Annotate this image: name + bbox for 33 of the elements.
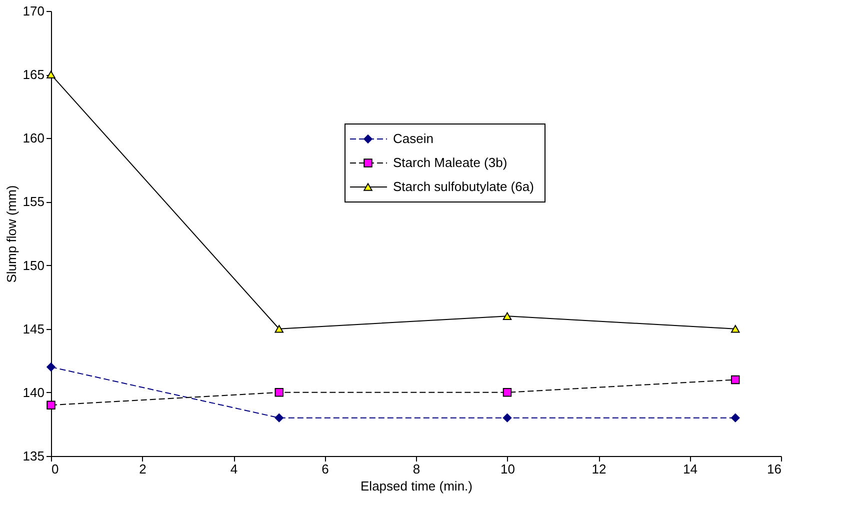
x-axis-title: Elapsed time (min.) xyxy=(360,478,472,494)
x-tick-label: 10 xyxy=(500,462,515,476)
y-tick-label: 165 xyxy=(22,67,44,82)
point xyxy=(731,325,740,333)
y-tick-label: 170 xyxy=(22,4,44,18)
x-tick-label: 8 xyxy=(412,462,420,476)
point xyxy=(274,413,284,422)
y-tick-label: 135 xyxy=(22,448,44,464)
y-tick-label: 155 xyxy=(22,194,44,210)
y-tick-label: 150 xyxy=(22,258,44,273)
x-tick-label: 4 xyxy=(230,462,238,476)
point xyxy=(274,388,284,397)
x-tick-label: 14 xyxy=(683,462,698,476)
point xyxy=(502,312,512,320)
y-axis-title: Slump flow (mm) xyxy=(4,185,19,283)
legend-label: Starch Maleate (3b) xyxy=(393,155,508,170)
legend-label: Starch sulfobutylate (6a) xyxy=(393,179,534,194)
point xyxy=(731,375,740,384)
x-tick-label: 16 xyxy=(767,462,782,476)
x-tick-label: 2 xyxy=(139,462,146,476)
point xyxy=(502,413,512,422)
point xyxy=(731,413,740,422)
y-tick-label: 160 xyxy=(22,130,44,146)
x-tick-label: 12 xyxy=(592,462,606,476)
y-tick-label: 140 xyxy=(22,384,44,400)
y-tick-label: 145 xyxy=(22,321,44,336)
x-tick-label: 0 xyxy=(52,462,59,476)
point xyxy=(46,362,56,372)
point xyxy=(502,388,512,397)
point xyxy=(46,400,56,410)
legend-label: Casein xyxy=(393,131,434,146)
x-tick-label: 6 xyxy=(322,462,329,476)
point xyxy=(274,325,284,333)
